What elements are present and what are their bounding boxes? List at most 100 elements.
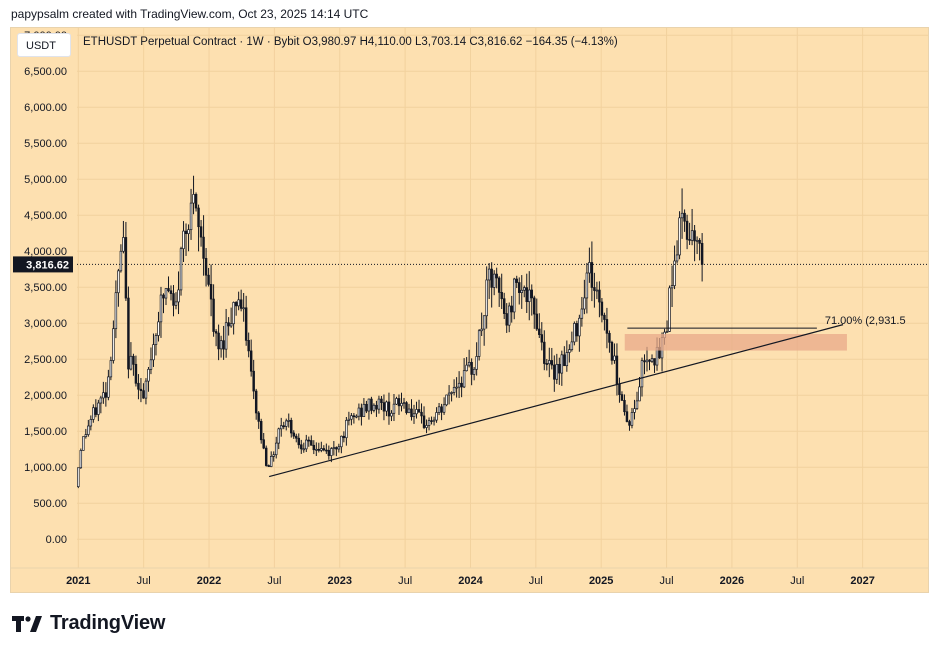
candle-body <box>112 328 115 361</box>
candle-body <box>305 439 308 450</box>
candle-body <box>77 467 80 487</box>
candle-body <box>435 412 438 421</box>
candle-body <box>615 355 619 385</box>
candle-body <box>397 398 401 407</box>
candle-body <box>688 239 691 241</box>
y-tick-label: 0.00 <box>46 534 67 546</box>
candle-body <box>119 250 123 272</box>
candle-body <box>327 449 331 456</box>
candle-body <box>172 293 175 306</box>
candle-body <box>139 388 143 392</box>
last-price-badge <box>13 256 73 273</box>
candle-body <box>618 383 621 395</box>
candle-body <box>350 415 353 420</box>
candle-body <box>84 434 88 438</box>
candle-body <box>450 392 453 394</box>
candle-body <box>132 355 135 365</box>
candle-body <box>277 428 280 444</box>
candle-body <box>535 313 539 330</box>
y-tick-label: 1,000.00 <box>24 462 67 474</box>
candle-body <box>700 242 704 265</box>
zone-rect <box>624 334 847 351</box>
price-chart[interactable]: 0.00 500.00 1,000.00 1,500.00 2,000.00 2,500.… <box>11 28 928 592</box>
candle-body <box>395 398 398 405</box>
candle-body <box>134 363 138 384</box>
candle-body <box>610 341 614 361</box>
candle-body <box>382 402 386 412</box>
candle-body <box>247 340 250 352</box>
candle-body <box>575 323 579 337</box>
candle-body <box>440 406 443 413</box>
legend-symbol: ETHUSDT Perpetual Contract · 1W · Bybit <box>83 36 300 48</box>
candle-body <box>608 332 611 343</box>
candle-body <box>375 404 378 410</box>
x-tick-label: Jul <box>529 575 543 587</box>
candle-body <box>372 404 376 411</box>
candle-body <box>580 308 584 319</box>
candle-body <box>533 297 536 315</box>
candle-body <box>242 307 245 310</box>
candle-body <box>117 270 120 294</box>
candle-body <box>315 448 318 451</box>
candle-body <box>673 260 676 286</box>
candle-body <box>523 287 526 291</box>
fib-level-label: 71.00% (2,931.5 <box>825 315 906 327</box>
candle-body <box>540 334 544 343</box>
candle-body <box>224 322 228 350</box>
candle-body <box>543 341 546 364</box>
candle-body <box>355 415 358 418</box>
candle-body <box>337 446 341 450</box>
candle-body <box>420 411 423 417</box>
candle-body <box>678 217 681 256</box>
candle-body <box>402 402 406 405</box>
candle-body <box>693 230 696 242</box>
candle-body <box>157 321 160 336</box>
candle-body <box>92 407 95 420</box>
candle-body <box>264 447 268 466</box>
candle-body <box>550 360 554 366</box>
candle-body <box>300 444 303 450</box>
candle-body <box>194 194 198 209</box>
candle-body <box>563 354 566 367</box>
x-tick-label: Jul <box>790 575 804 587</box>
candle-body <box>124 237 128 299</box>
candle-body <box>262 439 265 449</box>
candle-body <box>99 397 103 404</box>
candle-body <box>475 356 478 370</box>
candle-body <box>407 408 411 414</box>
candle-body <box>472 368 476 375</box>
x-tick-label: Jul <box>137 575 151 587</box>
candle-body <box>570 341 574 351</box>
candle-body <box>502 298 506 314</box>
candle-body <box>147 368 150 382</box>
chart-legend: ETHUSDT Perpetual Contract · 1W · Bybit … <box>83 36 618 48</box>
candle-body <box>538 328 541 335</box>
legend-low: L3,703.14 <box>414 36 467 48</box>
candle-body <box>312 444 316 451</box>
candle-body <box>385 401 388 412</box>
candle-body <box>600 301 604 316</box>
candle-body <box>142 390 145 399</box>
candle-body <box>392 403 396 414</box>
candle-body <box>332 447 336 449</box>
candle-body <box>490 268 493 288</box>
candle-body <box>387 401 391 417</box>
candle-body <box>598 289 601 303</box>
y-tick-label: 4,500.00 <box>24 210 67 222</box>
candle-body <box>518 282 521 293</box>
candle-body <box>640 360 644 388</box>
candle-body <box>633 408 636 413</box>
candle-body <box>257 412 260 422</box>
candle-body <box>445 394 448 406</box>
candle-body <box>217 332 220 350</box>
tradingview-logo[interactable]: TradingView <box>12 612 165 635</box>
candle-body <box>107 376 110 398</box>
candle-body <box>169 290 173 294</box>
currency-button[interactable]: USDT <box>17 33 71 57</box>
candle-body <box>149 359 153 370</box>
candle-body <box>152 344 155 361</box>
candle-body <box>462 370 466 388</box>
candle-body <box>370 398 373 411</box>
candle-body <box>675 254 679 262</box>
candle-body <box>97 402 100 415</box>
